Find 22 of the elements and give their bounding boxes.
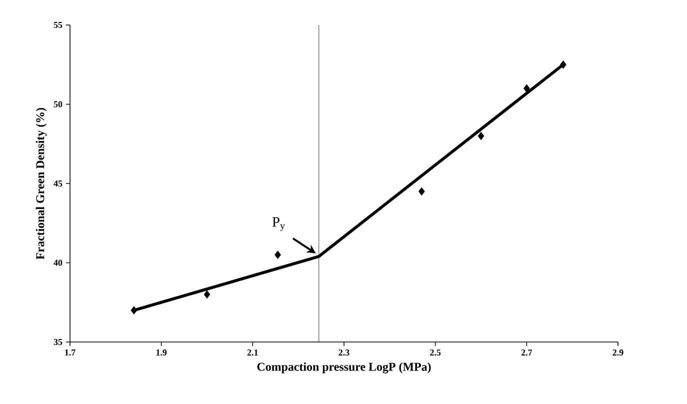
x-tick-label: 2.1 [247, 350, 258, 356]
x-tick-label: 1.9 [156, 350, 167, 356]
point [523, 84, 530, 93]
x-tick-label: 2.3 [338, 350, 350, 356]
y-tick-label: 35 [54, 338, 62, 346]
point [478, 132, 484, 140]
point [204, 290, 210, 299]
x-tick-label: 2.5 [430, 350, 441, 356]
y-tick-label: 55 [54, 22, 62, 28]
x-tick-label: 2.9 [612, 350, 624, 356]
point [130, 306, 138, 314]
y-axis-title: Fractional Green Density (%) [36, 108, 47, 260]
x-tick-label: 1.7 [65, 350, 76, 356]
point [560, 60, 566, 69]
point [274, 250, 281, 260]
y-tick-label: 40 [54, 260, 62, 266]
point [418, 187, 425, 196]
y-tick-label: 45 [54, 180, 62, 186]
x-tick-label: 2.7 [521, 350, 532, 356]
x-axis-title: Compaction pressure LogP (MPa) [257, 362, 431, 374]
y-tick-label: 50 [54, 101, 62, 108]
annotation: P$_{y}$ [272, 217, 285, 231]
